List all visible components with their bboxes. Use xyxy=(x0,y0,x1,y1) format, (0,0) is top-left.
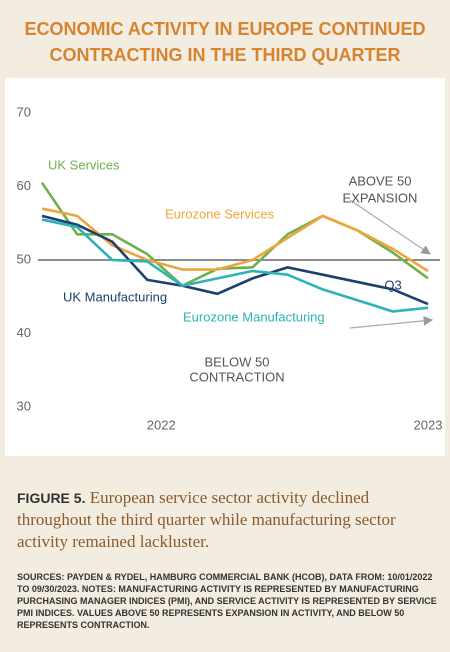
y-tick-label: 30 xyxy=(17,398,31,413)
annotation: CONTRACTION xyxy=(189,369,284,384)
figure-label: FIGURE 5. xyxy=(17,490,86,506)
series-label: UK Services xyxy=(48,157,120,172)
annotation: EXPANSION xyxy=(343,190,418,205)
series-line xyxy=(41,214,429,306)
series-label: Eurozone Services xyxy=(165,206,275,221)
series-label: UK Manufacturing xyxy=(63,289,167,304)
chart: 30 40 50 60 70 2022 2023 UK Services Eurozone Se… xyxy=(5,78,445,456)
x-tick-label: 2023 xyxy=(414,417,443,432)
caption-text: European service sector activity decline… xyxy=(17,488,396,551)
annotation: Q3 xyxy=(384,277,401,292)
annotation: BELOW 50 xyxy=(204,354,269,369)
arrow xyxy=(349,316,434,329)
caption: FIGURE 5. European service sector activi… xyxy=(17,487,437,553)
series-line xyxy=(41,218,429,313)
y-tick-label: 40 xyxy=(17,325,31,340)
y-tick-label: 50 xyxy=(17,251,31,266)
annotation: ABOVE 50 xyxy=(349,173,412,188)
series-label: Eurozone Manufacturing xyxy=(183,309,325,324)
y-tick-label: 70 xyxy=(17,104,31,119)
arrow xyxy=(349,199,431,255)
chart-title: ECONOMIC ACTIVITY IN EUROPE CONTINUED CO… xyxy=(24,19,426,65)
y-tick-label: 60 xyxy=(17,178,31,193)
x-tick-label: 2022 xyxy=(147,417,176,432)
series-line xyxy=(41,207,429,273)
sources: SOURCES: PAYDEN & RYDEL, HAMBURG COMMERC… xyxy=(17,572,437,630)
